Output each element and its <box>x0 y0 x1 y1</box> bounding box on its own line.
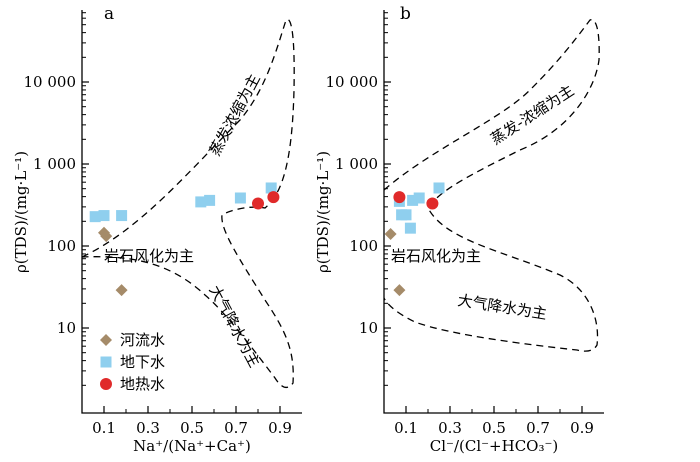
panel-a-y-tick-label: 10 000 <box>24 73 77 91</box>
panel-b-y-tick-label: 10 <box>359 319 378 337</box>
panel-b-x-tick-label: 0.5 <box>482 419 506 437</box>
panel-b-point-square <box>400 209 412 221</box>
panel-a-point-square <box>116 210 128 222</box>
panel-a-x-tick-label: 0.1 <box>92 419 116 437</box>
panel-a-point-circle <box>252 197 264 210</box>
panel-a-point-circle <box>267 191 280 204</box>
panel-a-y-tick-label: 1 000 <box>33 155 76 173</box>
panel-b-point-square <box>433 182 445 194</box>
panel-b-x-tick-label: 0.3 <box>438 419 462 437</box>
panel-a-x-tick-label: 0.5 <box>180 419 204 437</box>
panel-a-marks <box>89 182 280 297</box>
legend-marker-square <box>100 356 112 368</box>
panel-a-x-tick-label: 0.3 <box>136 419 160 437</box>
panel-b-x-axis-label: Cl⁻/(Cl⁻+HCO₃⁻) <box>430 437 559 455</box>
panel-b-y-axis-label: ρ(TDS)/(mg·L⁻¹) <box>314 151 332 273</box>
panel-b-x-ticks: 0.1 0.3 0.5 0.7 0.9 <box>394 406 594 437</box>
panel-a-region-precip: 大气降水为主 <box>205 282 263 370</box>
panel-a-y-tick-label: 100 <box>47 237 76 255</box>
panel-a-point-diamond <box>100 230 113 243</box>
panel-b-x-tick-label: 0.9 <box>570 419 594 437</box>
panel-b-point-circle <box>393 191 406 204</box>
panel-a-point-square <box>98 210 110 222</box>
panel-a-point-diamond <box>115 284 128 297</box>
panel-a-point-square <box>204 194 216 206</box>
panel-b-point-square <box>407 194 419 206</box>
panel-a-region-rock: 岩石风化为主 <box>104 247 194 265</box>
legend-marker-circle <box>100 378 112 390</box>
panel-b-letter: b <box>400 4 411 24</box>
panel-a-envelope-curve <box>81 18 295 389</box>
panel-a-x-axis-label: Na⁺/(Na⁺+Ca⁺) <box>133 437 251 455</box>
panel-b-region-evaporation: 蒸发-浓缩为主 <box>487 81 577 148</box>
panel-b-point-diamond <box>393 284 406 297</box>
panel-b-y-tick-label: 10 000 <box>326 73 379 91</box>
legend-label: 地热水 <box>120 375 165 393</box>
panel-b: 10 100 1 000 10 000 0.1 0.3 0.5 0.7 0.9 b 蒸发-浓缩… <box>314 4 604 455</box>
panel-b-point-circle <box>426 197 439 210</box>
panel-b-point-square <box>413 192 425 204</box>
panel-a-axes <box>81 10 302 414</box>
panel-a-y-axis-label: ρ(TDS)/(mg·L⁻¹) <box>12 151 30 273</box>
panel-a-y-ticks: 10 100 1 000 10 000 <box>24 12 89 386</box>
panel-a-x-tick-label: 0.7 <box>224 419 248 437</box>
panel-b-y-tick-label: 1 000 <box>335 155 378 173</box>
panel-a-region-evaporation: 蒸发浓缩为主 <box>206 71 264 159</box>
panel-b-marks <box>384 182 445 297</box>
panel-b-axes <box>383 10 604 414</box>
panel-a-point-square <box>89 211 101 223</box>
legend-label: 地下水 <box>120 353 165 371</box>
panel-b-y-tick-label: 100 <box>349 237 378 255</box>
panel-a-x-tick-label: 0.9 <box>268 419 292 437</box>
panel-a-point-square <box>265 182 277 194</box>
panel-a-letter: a <box>104 4 114 24</box>
legend-label: 河流水 <box>120 331 165 349</box>
panel-b-x-tick-label: 0.1 <box>394 419 418 437</box>
panel-b-point-square <box>404 222 416 234</box>
panel-a-point-square <box>234 192 246 204</box>
panel-a-point-square <box>195 196 207 208</box>
panel-b-y-ticks: 10 100 1 000 10 000 <box>326 12 391 386</box>
panel-a-y-tick-label: 10 <box>57 319 76 337</box>
legend-marker-diamond <box>100 334 112 346</box>
panel-b-point-diamond <box>384 228 397 241</box>
panel-b-region-precip: 大气降水为主 <box>456 291 548 323</box>
panel-b-x-tick-label: 0.7 <box>526 419 550 437</box>
panel-a: 10 100 1 000 10 000 0.1 0.3 0.5 0.7 0.9 a 蒸发浓缩为… <box>12 4 302 455</box>
panel-a-x-ticks: 0.1 0.3 0.5 0.7 0.9 <box>92 406 292 437</box>
panel-b-region-rock: 岩石风化为主 <box>391 247 481 265</box>
